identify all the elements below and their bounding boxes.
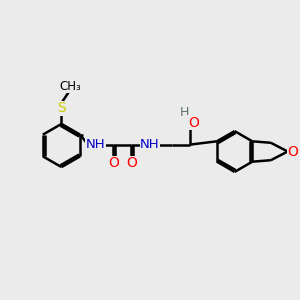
Text: O: O: [108, 156, 119, 170]
Text: O: O: [188, 116, 199, 130]
Text: H: H: [180, 106, 190, 119]
Text: CH₃: CH₃: [59, 80, 81, 93]
Text: NH: NH: [85, 138, 105, 151]
Text: O: O: [126, 156, 137, 170]
Text: NH: NH: [140, 138, 160, 151]
Text: S: S: [57, 101, 66, 115]
Text: O: O: [288, 145, 298, 158]
